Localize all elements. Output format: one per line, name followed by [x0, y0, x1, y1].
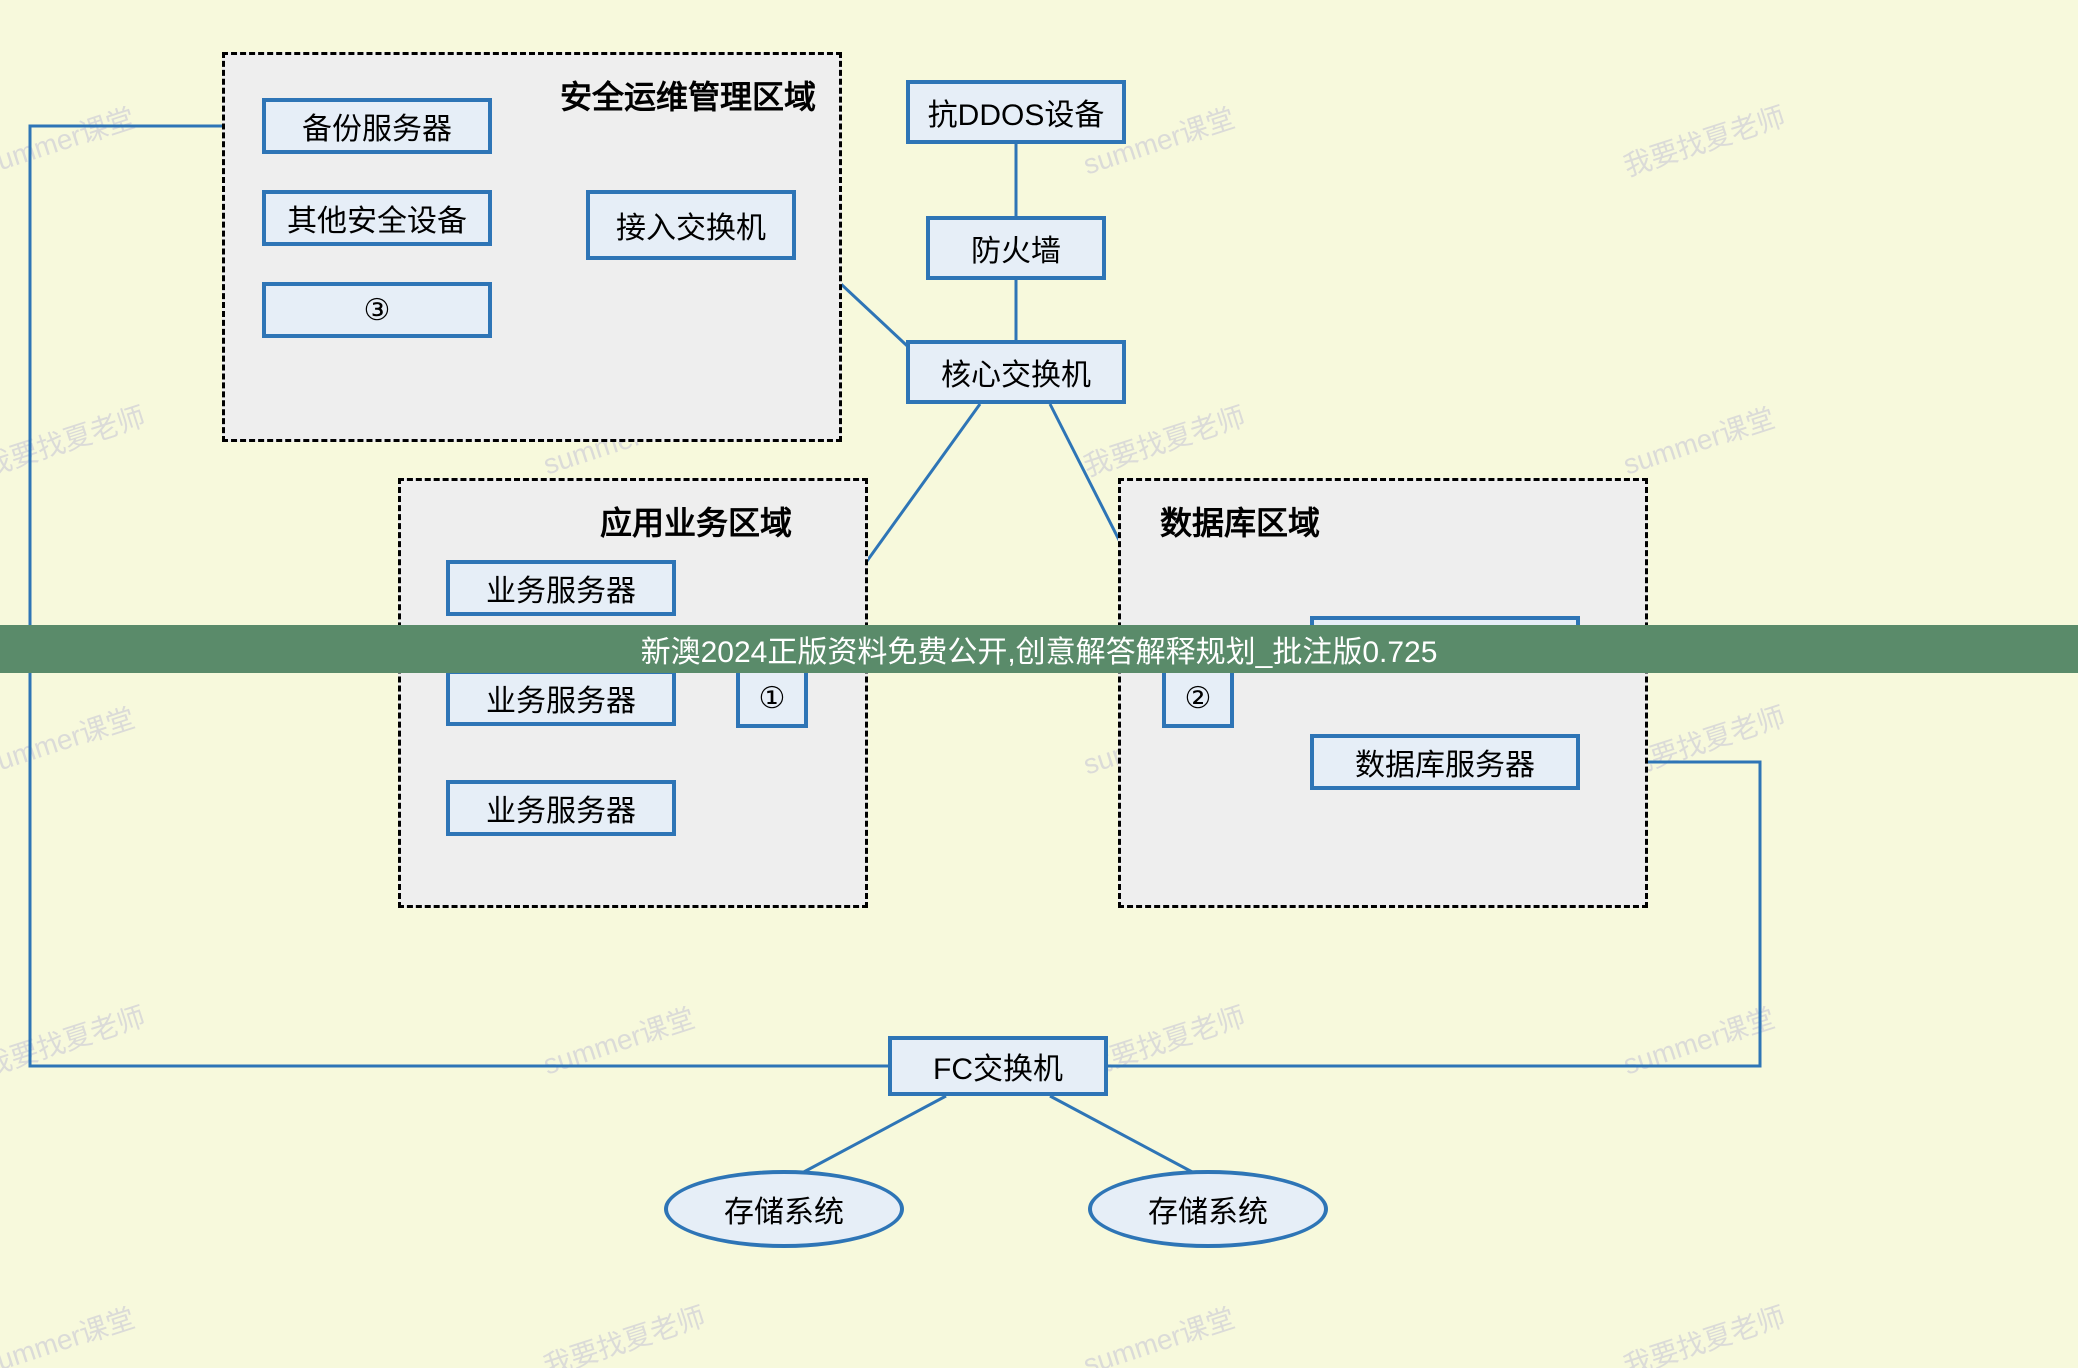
banner-text: 新澳2024正版资料免费公开,创意解答解释规划_批注版0.725	[641, 627, 1438, 671]
node-ddos: 抗DDOS设备	[906, 80, 1126, 144]
node-circ1: ①	[736, 668, 808, 728]
node-biz3: 业务服务器	[446, 780, 676, 836]
node-core-sw: 核心交换机	[906, 340, 1126, 404]
node-circ2: ②	[1162, 668, 1234, 728]
node-biz1: 业务服务器	[446, 560, 676, 616]
node-access-sw: 接入交换机	[586, 190, 796, 260]
overlay-banner: 新澳2024正版资料免费公开,创意解答解释规划_批注版0.725	[0, 625, 2078, 673]
node-circ3: ③	[262, 282, 492, 338]
diagram-canvas: summer课堂我要找夏老师summer课堂我要找夏老师我要找夏老师summer…	[0, 0, 2078, 1368]
node-firewall: 防火墙	[926, 216, 1106, 280]
node-db2: 数据库服务器	[1310, 734, 1580, 790]
node-biz2: 业务服务器	[446, 670, 676, 726]
region-title-app-biz: 应用业务区域	[600, 498, 792, 544]
node-othersec: 其他安全设备	[262, 190, 492, 246]
node-storage1: 存储系统	[664, 1170, 904, 1248]
region-title-db: 数据库区域	[1160, 498, 1320, 544]
node-storage2: 存储系统	[1088, 1170, 1328, 1248]
node-fc-sw: FC交换机	[888, 1036, 1108, 1096]
region-title-sec-ops: 安全运维管理区域	[560, 72, 816, 118]
node-backup: 备份服务器	[262, 98, 492, 154]
